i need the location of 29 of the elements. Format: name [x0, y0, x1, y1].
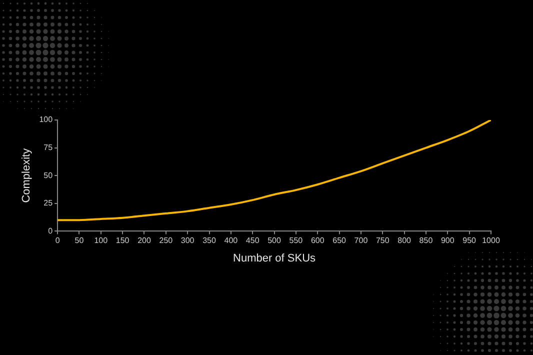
x-tick-label: 650 [332, 236, 347, 246]
y-tick-label: 75 [44, 143, 54, 152]
x-tick-label: 200 [138, 236, 152, 246]
x-tick-label: 550 [289, 236, 304, 246]
x-tick-label: 100 [94, 236, 108, 246]
x-tick-label: 150 [116, 236, 130, 246]
line-series [58, 120, 491, 222]
x-tick-label: 0 [55, 236, 60, 246]
x-tick-label: 500 [268, 236, 282, 246]
x-tick-label: 900 [440, 236, 455, 246]
y-tick-label: 25 [44, 198, 54, 208]
x-axis-title: Number of SKUs [233, 252, 316, 264]
x-tick-label: 800 [398, 236, 412, 246]
y-tick-label: 100 [39, 115, 54, 124]
x-tick-label: 950 [462, 236, 477, 246]
y-tick-label: 0 [48, 226, 54, 236]
x-tick-label: 250 [159, 236, 174, 246]
x-tick-label: 600 [310, 236, 325, 246]
x-tick-label: 750 [376, 236, 390, 246]
y-axis-title: Complexity [20, 148, 33, 203]
x-tick-label: 700 [354, 236, 368, 246]
x-tick-label: 1000 [482, 236, 500, 246]
x-tick-label: 400 [224, 236, 238, 246]
x-tick-label: 850 [419, 236, 434, 246]
x-tick-label: 350 [202, 236, 216, 246]
x-tick-label: 450 [246, 236, 260, 246]
y-tick-label: 50 [44, 170, 54, 180]
x-tick-label: 50 [74, 236, 84, 246]
x-tick-label: 300 [180, 236, 195, 246]
